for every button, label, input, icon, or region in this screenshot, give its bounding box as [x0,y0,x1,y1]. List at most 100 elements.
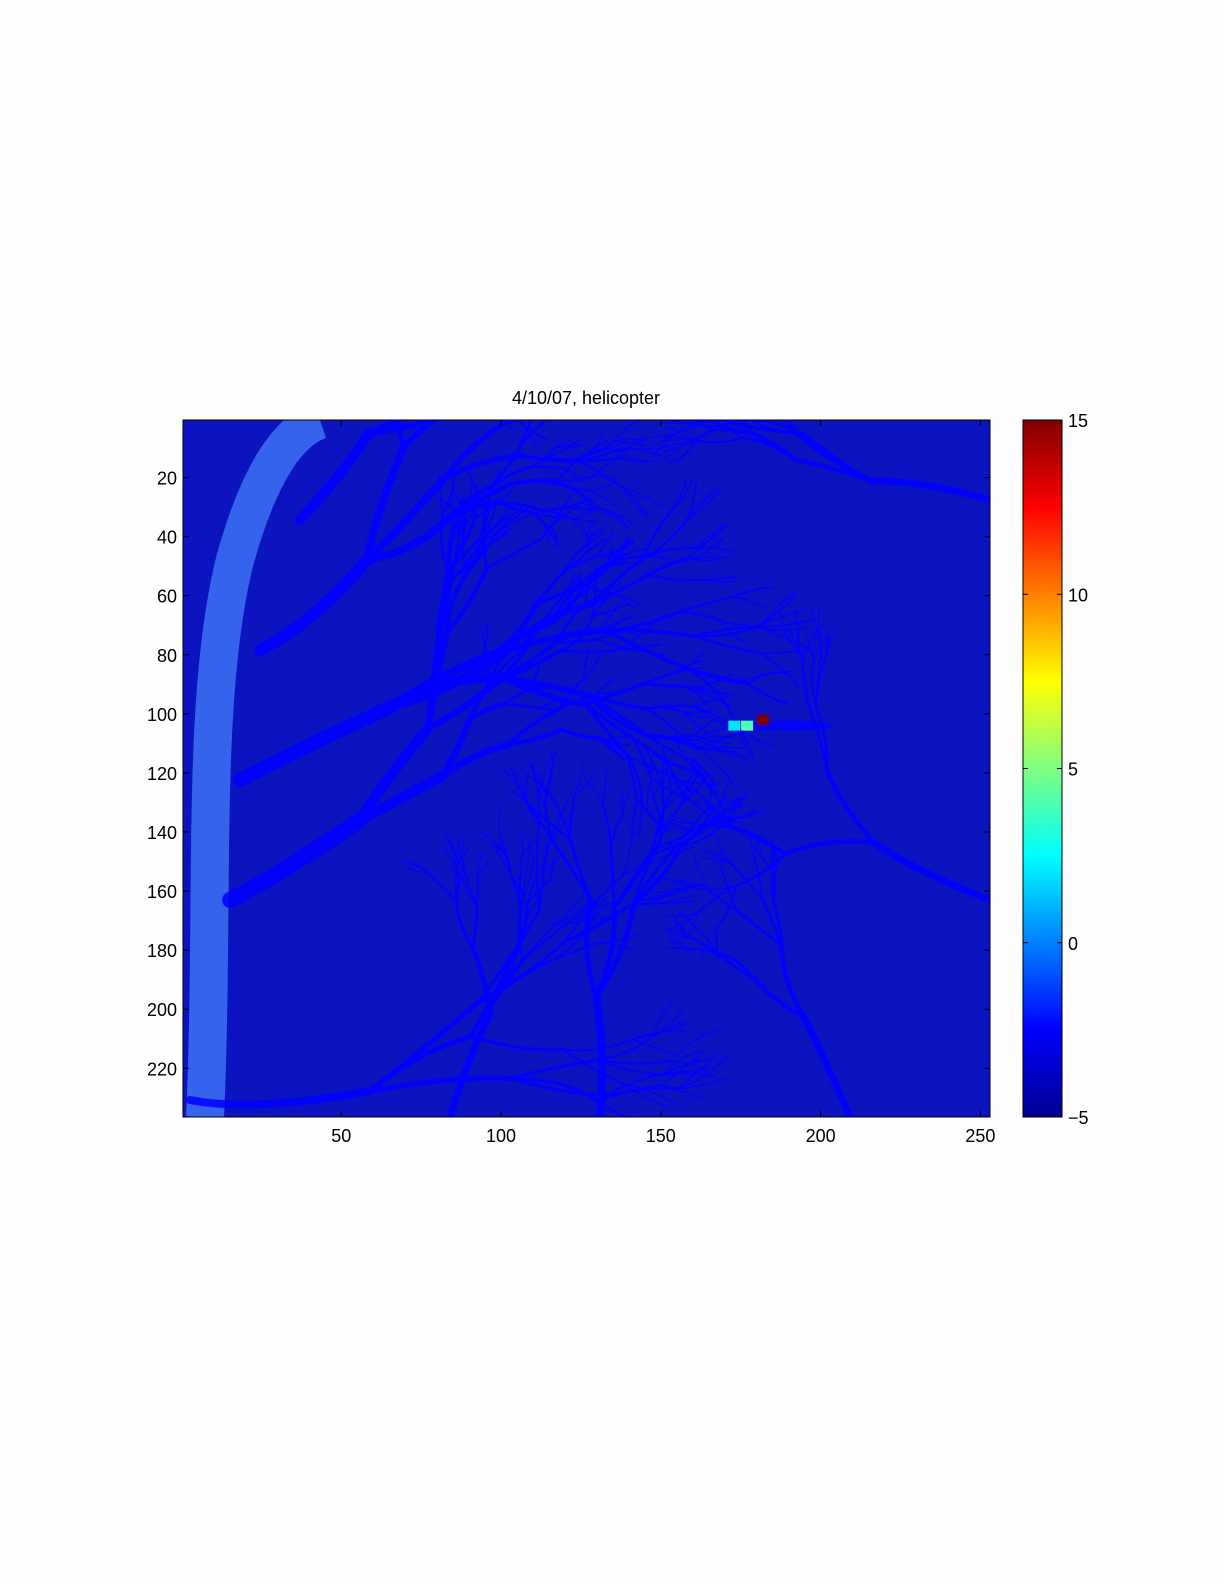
branch [770,845,777,869]
branch [643,434,674,454]
branch [869,838,990,904]
branch [605,1073,664,1097]
branch [651,877,690,888]
branch [663,925,686,937]
branch [569,320,602,344]
branch [803,622,825,657]
branch [570,285,582,318]
branch [670,413,719,417]
branch [746,670,793,685]
branch [664,404,692,406]
branch [517,857,523,894]
branch [553,443,575,449]
branch [352,771,447,827]
branch [446,1010,494,1117]
branch [593,474,618,480]
branch [599,335,631,346]
branch [457,367,494,411]
branch [583,778,604,805]
branch [612,854,652,910]
branch [394,420,407,451]
branch [546,789,572,841]
branch [511,924,555,972]
branch [569,275,574,317]
branch [700,338,724,362]
x-tick-label: 100 [486,1126,516,1146]
branch [476,860,490,877]
branch [661,1083,703,1098]
branch [583,584,619,597]
branch [572,518,599,522]
branch [502,628,613,655]
branch [510,1058,600,1081]
branch [701,747,736,786]
branch [506,319,542,338]
branch [753,831,762,860]
branch [530,765,548,795]
branch [551,321,587,326]
branch [525,263,559,286]
branch [363,443,408,564]
branch [649,756,654,798]
branch [694,734,731,744]
branch [705,778,714,812]
branch [545,753,554,795]
branch [528,804,554,843]
branch [544,792,554,843]
branch [730,586,765,598]
branch [540,841,551,871]
plot-frame [182,419,991,1118]
branch [680,775,709,804]
branch [525,325,556,327]
branch [569,309,590,345]
branch [693,854,707,887]
branch [421,230,424,263]
branch [510,420,525,426]
branch [741,420,749,433]
branch [540,509,571,540]
branch [800,1013,854,1117]
branch [525,320,550,326]
branch [254,553,374,656]
branch [770,866,777,903]
branch [471,904,479,950]
heatmap-hotspots [728,714,834,731]
branch [508,727,565,746]
branch [530,764,548,795]
branch [461,861,464,882]
branch [702,329,732,342]
branch [644,706,686,714]
branch [630,555,671,560]
heatmap-branches [186,230,990,1117]
branch [609,811,624,852]
branch [696,733,739,751]
y-tick-label: 140 [147,823,177,843]
branch [531,511,547,529]
branch [677,595,733,614]
branch [401,420,438,451]
branch [444,565,490,635]
hotspot [757,714,770,725]
branch [542,302,567,319]
branch [490,302,511,342]
branch [714,951,754,978]
branch [664,393,693,405]
branch [731,715,755,762]
branch [476,875,479,907]
branch [626,754,681,782]
branch [575,493,594,510]
branch [498,500,545,513]
x-axis: 50 100 150 200 250 [331,420,995,1146]
branch [528,269,555,293]
y-tick-label: 20 [157,469,177,489]
branch [652,999,675,1037]
branch [483,621,488,650]
x-tick-label: 250 [965,1126,995,1146]
branch [659,401,692,406]
branch [620,788,625,814]
branch [476,851,484,877]
branch [367,1033,474,1094]
branch [645,411,686,413]
branch [521,422,548,441]
branch [642,509,673,560]
